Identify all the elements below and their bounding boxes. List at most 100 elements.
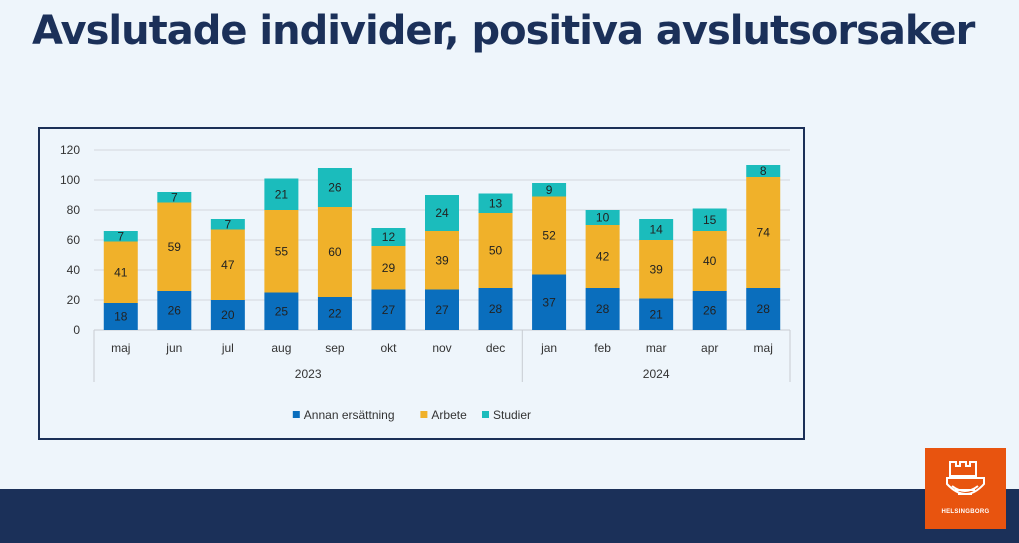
bar-segment [317,297,352,330]
data-label: 18 [114,310,128,324]
legend-swatch [420,411,428,418]
bar-segment [746,165,781,177]
bar-segment [639,240,674,299]
x-category-label: nov [432,341,451,355]
data-label: 15 [703,213,717,227]
data-label: 28 [596,302,610,316]
y-tick-label: 60 [67,233,81,247]
bar-segment [157,192,192,203]
legend-swatch [482,411,489,418]
bar-segment [746,288,781,330]
data-label: 9 [546,183,553,197]
x-category-label: jun [165,341,182,355]
data-label: 39 [435,253,449,267]
x-group-label: 2024 [643,367,670,381]
data-label: 22 [328,307,342,321]
bar-segment [157,202,192,291]
x-category-label: okt [380,341,397,355]
bar-segment [532,183,567,197]
y-tick-label: 40 [67,263,81,277]
bar-segment [639,298,674,330]
data-label: 37 [542,295,556,309]
data-label: 14 [649,223,663,237]
data-label: 74 [757,226,771,240]
data-label: 42 [596,250,610,264]
data-label: 24 [435,206,449,220]
bar-segment [478,213,513,288]
data-label: 50 [489,244,503,258]
x-group-label: 2023 [295,367,322,381]
bar-segment [157,291,192,330]
data-label: 27 [382,303,396,317]
bar-segment [103,241,138,303]
bar-segment [585,210,620,225]
data-label: 7 [117,229,124,243]
bar-segment [692,231,727,291]
bar-segment [425,195,459,231]
helsingborg-logo: HELSINGBORG [925,448,1006,529]
data-label: 39 [649,262,663,276]
data-label: 26 [328,181,342,195]
bar-segment [264,292,299,330]
bar-segment [585,225,620,288]
castle-crest-icon [946,461,985,495]
x-category-label: jul [221,341,234,355]
bar-segment [478,288,513,330]
y-tick-label: 100 [60,173,80,187]
data-label: 26 [703,304,717,318]
logo-text: HELSINGBORG [941,509,990,515]
bar-segment [210,219,245,230]
y-tick-label: 120 [60,143,80,157]
bar-segment [371,228,406,246]
x-category-label: apr [701,341,718,355]
data-label: 27 [435,303,449,317]
legend-swatch [292,411,300,418]
data-label: 12 [382,230,396,244]
bar-segment [532,196,567,275]
y-tick-label: 80 [67,203,81,217]
bar-segment [371,289,406,330]
page-title: Avslutade individer, positiva avslutsors… [32,8,975,54]
legend-label: Arbete [431,408,467,422]
x-category-label: maj [754,341,773,355]
data-label: 7 [225,217,232,231]
data-label: 41 [114,265,128,279]
bar-segment [478,193,513,213]
chart-frame: 0 20 40 60 80 100 120 18 41 7 maj 26 59 7 jun 20 47 7 jul 2… [38,127,805,440]
bar-segment [264,210,299,293]
bar-segment [425,289,459,330]
data-label: 25 [275,304,289,318]
data-label: 13 [489,196,503,210]
data-label: 40 [703,254,717,268]
data-label: 20 [221,308,235,322]
bar-segment [317,168,352,207]
data-label: 47 [221,258,235,272]
legend-label: Annan ersättning [304,408,395,422]
bar-segment [210,300,245,330]
x-category-label: aug [271,341,291,355]
bar-segment [692,291,727,330]
data-label: 28 [757,302,771,316]
x-category-label: dec [486,341,505,355]
data-label: 21 [275,187,289,201]
data-label: 55 [275,244,289,258]
bar-segment [103,231,138,242]
x-category-label: sep [325,341,345,355]
bar-segment [639,219,674,240]
bar-segment [103,303,138,330]
data-label: 21 [649,307,663,321]
bar-segment [425,231,459,290]
footer-bar [0,489,1019,543]
data-label: 52 [542,229,556,243]
x-category-label: feb [594,341,611,355]
data-label: 60 [328,245,342,259]
x-category-label: mar [646,341,667,355]
bar-segment [371,246,406,290]
data-label: 29 [382,261,396,275]
data-label: 10 [596,211,610,225]
y-tick-label: 0 [73,323,80,337]
data-label: 28 [489,302,503,316]
bar-segment [532,274,567,330]
x-category-label: jan [540,341,557,355]
data-label: 8 [760,164,767,178]
